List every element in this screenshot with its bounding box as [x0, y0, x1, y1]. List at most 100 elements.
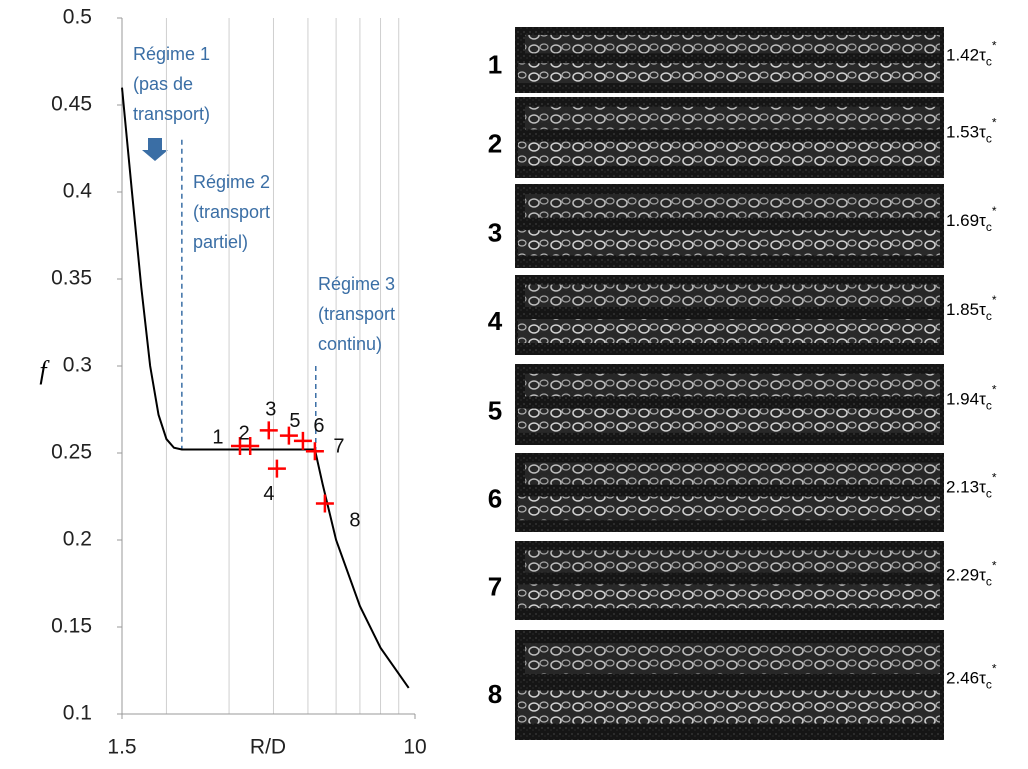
- grain-band-bottom: [518, 408, 940, 433]
- panel-number: 7: [488, 571, 502, 601]
- label-sup: *: [992, 662, 997, 676]
- regime-label: (transport: [318, 304, 395, 324]
- panel-label: 1.42τc*: [946, 39, 997, 69]
- label-symbol: τ: [979, 211, 986, 230]
- grain-band-top: [525, 373, 940, 397]
- grain-band-bottom: [518, 584, 940, 609]
- label-sup: *: [992, 39, 997, 53]
- grain-band-bottom: [518, 319, 940, 343]
- grain-band-bottom: [518, 230, 940, 256]
- point-marker: [259, 421, 278, 440]
- panel-number: 3: [488, 217, 502, 247]
- label-sub: c: [986, 132, 992, 146]
- grain-band-top: [525, 194, 940, 218]
- label-sup: *: [992, 471, 997, 485]
- label-symbol: τ: [979, 669, 986, 688]
- x-tick-label: 10: [403, 736, 426, 759]
- grain-band-top: [525, 106, 940, 130]
- panel-label: 1.85τc*: [946, 293, 997, 323]
- y-axis-label: f: [39, 356, 50, 385]
- point-label: 4: [263, 483, 274, 505]
- point-label: 7: [333, 436, 344, 458]
- regime-label: Régime 2: [193, 172, 270, 192]
- label-sub: c: [986, 399, 992, 413]
- point-label: 1: [212, 426, 223, 448]
- y-tick-label: 0.5: [63, 6, 92, 29]
- point-marker: [315, 494, 334, 513]
- y-tick-label: 0.35: [51, 267, 92, 290]
- grain-band-bottom: [518, 496, 940, 521]
- regime-label: partiel): [193, 232, 248, 252]
- plus: [259, 421, 278, 440]
- label-symbol: τ: [979, 566, 986, 585]
- plus: [267, 459, 286, 478]
- label-value: 1.69: [946, 211, 979, 230]
- y-tick-label: 0.2: [63, 528, 92, 551]
- x-tick-label: 1.5: [107, 736, 136, 759]
- label-symbol: τ: [979, 46, 986, 65]
- point-label: 6: [313, 415, 324, 437]
- arrow-icon: [142, 138, 168, 161]
- plus: [241, 437, 260, 456]
- regime-label: Régime 3: [318, 274, 395, 294]
- label-value: 1.53: [946, 123, 979, 142]
- label-sub: c: [986, 55, 992, 69]
- label-value: 1.42: [946, 46, 979, 65]
- grain-band-bottom: [518, 63, 940, 84]
- label-value: 2.46: [946, 669, 979, 688]
- label-sub: c: [986, 575, 992, 589]
- label-sub: c: [986, 220, 992, 234]
- panel-number: 8: [488, 679, 502, 709]
- grain-band-top: [525, 643, 940, 674]
- point-marker: [293, 431, 312, 450]
- panel-label: 2.46τc*: [946, 662, 997, 692]
- label-sup: *: [992, 559, 997, 573]
- grain-band-top: [525, 462, 940, 485]
- regime-label: transport): [133, 104, 210, 124]
- label-symbol: τ: [979, 390, 986, 409]
- regime-label: (transport: [193, 202, 270, 222]
- label-sup: *: [992, 204, 997, 218]
- plus: [293, 431, 312, 450]
- y-tick-label: 0.25: [51, 441, 92, 464]
- label-sub: c: [986, 678, 992, 692]
- label-sub: c: [986, 487, 992, 501]
- plus: [305, 442, 324, 461]
- grain-band-bottom: [518, 690, 940, 724]
- panel-label: 1.53τc*: [946, 116, 997, 146]
- point-label: 2: [239, 422, 250, 444]
- point-label: 8: [349, 510, 360, 532]
- point-label: 5: [289, 410, 300, 432]
- plus: [279, 426, 298, 445]
- y-tick-label: 0.4: [63, 180, 93, 203]
- grain-band-top: [525, 284, 940, 307]
- point-label: 3: [265, 399, 276, 421]
- curve: [121, 87, 410, 689]
- panel-number: 5: [488, 395, 502, 425]
- panel-number: 1: [488, 49, 502, 79]
- grain-band-top: [525, 550, 940, 573]
- panel-number: 6: [488, 483, 502, 513]
- regime-label: continu): [318, 334, 382, 354]
- y-tick-label: 0.1: [63, 702, 92, 725]
- plus: [315, 494, 334, 513]
- label-value: 1.85: [946, 300, 979, 319]
- point-marker: [279, 426, 298, 445]
- label-sup: *: [992, 293, 997, 307]
- label-symbol: τ: [979, 300, 986, 319]
- panel-number: 2: [488, 128, 502, 158]
- y-tick-label: 0.15: [51, 615, 92, 638]
- label-symbol: τ: [979, 478, 986, 497]
- y-tick-label: 0.3: [63, 354, 92, 377]
- label-symbol: τ: [979, 123, 986, 142]
- panel-label: 1.94τc*: [946, 383, 997, 413]
- label-value: 2.29: [946, 566, 979, 585]
- panel-number: 4: [488, 306, 503, 336]
- panel-label: 1.69τc*: [946, 204, 997, 234]
- label-value: 2.13: [946, 478, 979, 497]
- grain-band-bottom: [518, 141, 940, 166]
- panel-label: 2.29τc*: [946, 559, 997, 589]
- point-marker: [267, 459, 286, 478]
- label-sub: c: [986, 309, 992, 323]
